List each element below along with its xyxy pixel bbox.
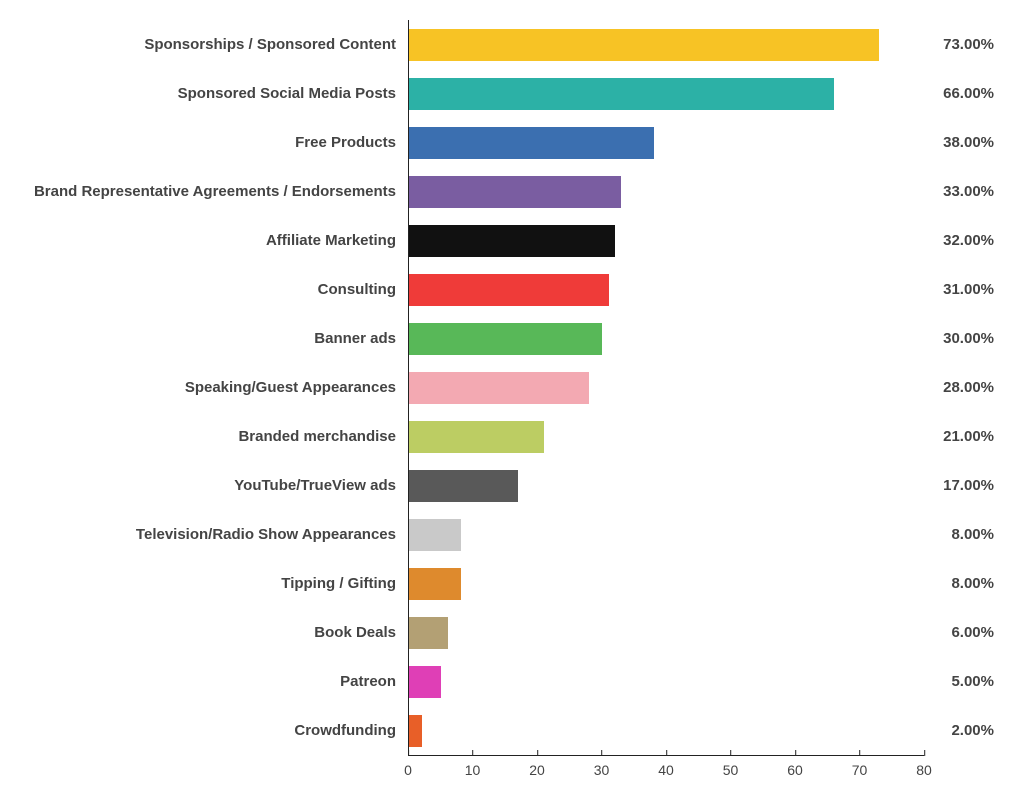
x-axis-line: 01020304050607080	[408, 755, 924, 785]
chart-row: Speaking/Guest Appearances 28.00%	[10, 363, 994, 412]
x-axis-tick: 60	[787, 756, 803, 778]
category-label: Consulting	[10, 281, 408, 298]
category-label: YouTube/TrueView ads	[10, 477, 408, 494]
category-label: Crowdfunding	[10, 722, 408, 739]
chart-row: Free Products 38.00%	[10, 118, 994, 167]
chart-row: Consulting 31.00%	[10, 265, 994, 314]
category-label: Banner ads	[10, 330, 408, 347]
bar-track	[408, 20, 924, 69]
bar-track	[408, 657, 924, 706]
value-label: 17.00%	[924, 477, 994, 494]
category-label: Speaking/Guest Appearances	[10, 379, 408, 396]
value-label: 6.00%	[924, 624, 994, 641]
category-label: Sponsorships / Sponsored Content	[10, 36, 408, 53]
value-label: 33.00%	[924, 183, 994, 200]
value-label: 28.00%	[924, 379, 994, 396]
bar-track	[408, 167, 924, 216]
value-label: 5.00%	[924, 673, 994, 690]
bar	[409, 274, 609, 306]
bar-track	[408, 216, 924, 265]
chart-row: Patreon 5.00%	[10, 657, 994, 706]
category-label: Branded merchandise	[10, 428, 408, 445]
x-axis-tick: 50	[723, 756, 739, 778]
value-label: 21.00%	[924, 428, 994, 445]
category-label: Sponsored Social Media Posts	[10, 85, 408, 102]
chart-row: Affiliate Marketing 32.00%	[10, 216, 994, 265]
bar	[409, 127, 654, 159]
horizontal-bar-chart: Sponsorships / Sponsored Content73.00%Sp…	[10, 20, 994, 785]
bar-track	[408, 363, 924, 412]
bar	[409, 568, 461, 600]
bar-track	[408, 314, 924, 363]
bar	[409, 225, 615, 257]
category-label: Patreon	[10, 673, 408, 690]
bar-track	[408, 706, 924, 755]
category-label: Book Deals	[10, 624, 408, 641]
bar-track	[408, 461, 924, 510]
x-axis: 0 10 20 30 40 50 60 70 80	[10, 755, 994, 785]
category-label: Affiliate Marketing	[10, 232, 408, 249]
value-label: 30.00%	[924, 330, 994, 347]
category-label: Television/Radio Show Appearances	[10, 526, 408, 543]
x-axis-tick: 0	[404, 756, 412, 778]
category-label: Brand Representative Agreements / Endors…	[10, 183, 408, 200]
value-label: 8.00%	[924, 526, 994, 543]
category-label: Free Products	[10, 134, 408, 151]
bar-track	[408, 510, 924, 559]
value-label: 32.00%	[924, 232, 994, 249]
chart-row: Book Deals 6.00%	[10, 608, 994, 657]
x-axis-tick: 20	[529, 756, 545, 778]
bar-track	[408, 69, 924, 118]
x-axis-tick: 30	[594, 756, 610, 778]
value-label: 38.00%	[924, 134, 994, 151]
x-axis-tick: 70	[852, 756, 868, 778]
bar-track	[408, 265, 924, 314]
chart-row: Sponsorships / Sponsored Content 73.00%	[10, 20, 994, 69]
bar	[409, 715, 422, 747]
chart-row: Banner ads 30.00%	[10, 314, 994, 363]
bar	[409, 78, 834, 110]
bar	[409, 519, 461, 551]
chart-row: Tipping / Gifting 8.00%	[10, 559, 994, 608]
bar	[409, 421, 544, 453]
bar-track	[408, 608, 924, 657]
bar	[409, 617, 448, 649]
value-label: 66.00%	[924, 85, 994, 102]
chart-row: Brand Representative Agreements / Endors…	[10, 167, 994, 216]
bar	[409, 470, 518, 502]
chart-row: Branded merchandise 21.00%	[10, 412, 994, 461]
value-label: 31.00%	[924, 281, 994, 298]
category-label: Tipping / Gifting	[10, 575, 408, 592]
x-axis-tick: 40	[658, 756, 674, 778]
value-label: 73.00%	[924, 36, 994, 53]
bar	[409, 29, 879, 61]
value-label: 2.00%	[924, 722, 994, 739]
chart-row: Sponsored Social Media Posts 66.00%	[10, 69, 994, 118]
chart-row: YouTube/TrueView ads 17.00%	[10, 461, 994, 510]
bar-track	[408, 118, 924, 167]
bar-track	[408, 559, 924, 608]
bar	[409, 372, 589, 404]
x-axis-tick: 80	[916, 756, 932, 778]
bar-track	[408, 412, 924, 461]
bar	[409, 666, 441, 698]
chart-row: Television/Radio Show Appearances 8.00%	[10, 510, 994, 559]
value-label: 8.00%	[924, 575, 994, 592]
chart-row: Crowdfunding 2.00%	[10, 706, 994, 755]
bar	[409, 323, 602, 355]
bar	[409, 176, 621, 208]
x-axis-tick: 10	[465, 756, 481, 778]
